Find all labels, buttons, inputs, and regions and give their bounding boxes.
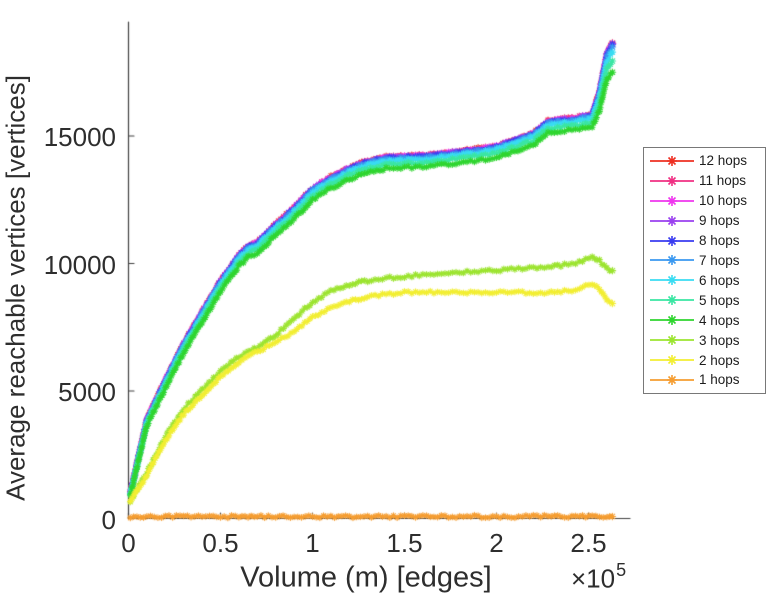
- legend-line-marker-icon: [650, 175, 694, 186]
- legend-item-6-hops: 6 hops: [649, 273, 765, 288]
- legend-line-marker-icon: [650, 235, 694, 246]
- x-tick-label: 0.5: [202, 528, 239, 558]
- legend-line-marker-icon: [650, 335, 694, 346]
- legend-line-marker-icon: [650, 355, 694, 366]
- legend-line-marker-icon: [650, 315, 694, 326]
- x-tick-label: 0: [121, 528, 136, 558]
- legend-item-8-hops: 8 hops: [649, 233, 765, 248]
- legend-box: 12 hops 11 hops 10 hops 9 hops 8 hops 7 …: [643, 147, 766, 394]
- legend-label: 12 hops: [699, 153, 748, 169]
- x-tick-label: 2: [489, 528, 504, 558]
- legend-item-2-hops: 2 hops: [649, 353, 765, 368]
- legend-item-4-hops: 4 hops: [649, 313, 765, 328]
- legend-label: 5 hops: [699, 292, 740, 308]
- legend-line-marker-icon: [650, 275, 694, 286]
- legend-item-12-hops: 12 hops: [649, 153, 765, 168]
- legend-item-7-hops: 7 hops: [649, 253, 765, 268]
- legend-line-marker-icon: [650, 155, 694, 166]
- x-axis-exponent: ×105: [571, 560, 627, 595]
- legend-line-marker-icon: [650, 374, 694, 385]
- legend-label: 7 hops: [699, 252, 740, 268]
- x-exponent-base: ×10: [571, 563, 616, 594]
- legend-line-marker-icon: [650, 195, 694, 206]
- y-tick-label: 5000: [58, 377, 116, 407]
- legend-line-marker-icon: [650, 215, 694, 226]
- legend-label: 6 hops: [699, 272, 740, 288]
- y-tick-label: 10000: [43, 249, 116, 280]
- legend-line-marker-icon: [650, 255, 694, 266]
- x-tick-label: 2.5: [570, 528, 607, 558]
- legend-line-marker-icon: [650, 295, 694, 306]
- legend-label: 9 hops: [699, 213, 740, 229]
- legend-label: 8 hops: [699, 233, 740, 249]
- legend-label: 3 hops: [699, 332, 740, 348]
- x-tick-label: 1: [305, 528, 320, 558]
- legend-label: 10 hops: [699, 193, 748, 209]
- y-tick-label: 0: [101, 504, 116, 535]
- legend-label: 4 hops: [699, 312, 740, 328]
- legend-item-5-hops: 5 hops: [649, 293, 765, 308]
- y-tick-label: 15000: [43, 122, 116, 152]
- legend-label: 1 hops: [699, 372, 740, 388]
- legend-item-9-hops: 9 hops: [649, 213, 765, 228]
- legend-item-10-hops: 10 hops: [649, 193, 765, 208]
- x-tick-label: 1.5: [386, 528, 423, 558]
- legend-item-11-hops: 11 hops: [649, 173, 765, 188]
- legend-item-3-hops: 3 hops: [649, 333, 765, 348]
- x-exponent-power: 5: [616, 560, 627, 580]
- legend-label: 2 hops: [699, 352, 740, 368]
- x-axis-label: Volume (m) [edges]: [240, 561, 492, 594]
- legend-label: 11 hops: [699, 173, 747, 189]
- legend-item-1-hops: 1 hops: [649, 372, 765, 387]
